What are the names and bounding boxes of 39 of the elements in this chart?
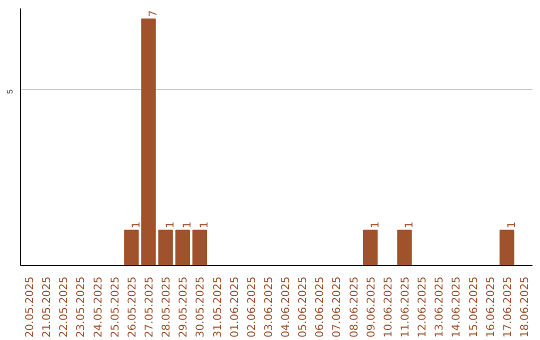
x-tick-label: 26.05.2025 [125,276,138,338]
x-tick-label: 07.06.2025 [330,276,344,338]
data-label: 1 [198,222,211,228]
data-label: 1 [402,222,416,228]
data-label: 1 [504,222,518,228]
x-tick-label: 16.06.2025 [484,276,497,338]
x-tick-label: 20.05.2025 [23,276,36,338]
x-tick-label: 11.06.2025 [398,276,412,338]
x-tick-label: 28.05.2025 [160,276,173,338]
x-tick-label: 22.05.2025 [57,276,70,338]
x-tick-label: 06.06.2025 [313,276,326,338]
x-tick-label: 13.06.2025 [432,276,446,338]
data-label: 1 [180,222,194,228]
y-tick-label: 5 [6,88,14,94]
x-tick-label: 30.05.2025 [194,276,207,338]
x-tick-label: 27.05.2025 [142,276,156,338]
x-tick-label: 17.06.2025 [500,276,514,338]
data-label: 7 [146,10,160,18]
x-tick-label: 08.06.2025 [347,276,360,338]
x-tick-label: 02.06.2025 [244,276,258,338]
x-tick-label: 21.05.2025 [40,276,54,338]
x-tick-label: 01.06.2025 [228,276,241,338]
x-tick-label: 10.06.2025 [381,276,394,338]
x-tick-label: 18.06.2025 [518,276,531,338]
x-tick-label: 24.05.2025 [91,276,104,338]
x-tick-label: 15.06.2025 [466,276,480,338]
x-tick-label: 29.05.2025 [176,276,190,338]
x-tick-label: 25.05.2025 [108,276,122,338]
x-tick-label: 12.06.2025 [416,276,429,338]
x-tick-label: 05.06.2025 [296,276,310,338]
x-tick-label: 03.06.2025 [262,276,275,338]
x-tick-label: 31.05.2025 [210,276,224,338]
x-tick-label: 04.06.2025 [279,276,292,338]
x-tick-label: 14.06.2025 [450,276,463,338]
data-label: 1 [164,222,177,228]
data-label: 1 [368,222,382,228]
x-tick-label: 09.06.2025 [364,276,378,338]
data-label: 1 [129,222,142,228]
x-tick-label: 23.05.2025 [74,276,88,338]
